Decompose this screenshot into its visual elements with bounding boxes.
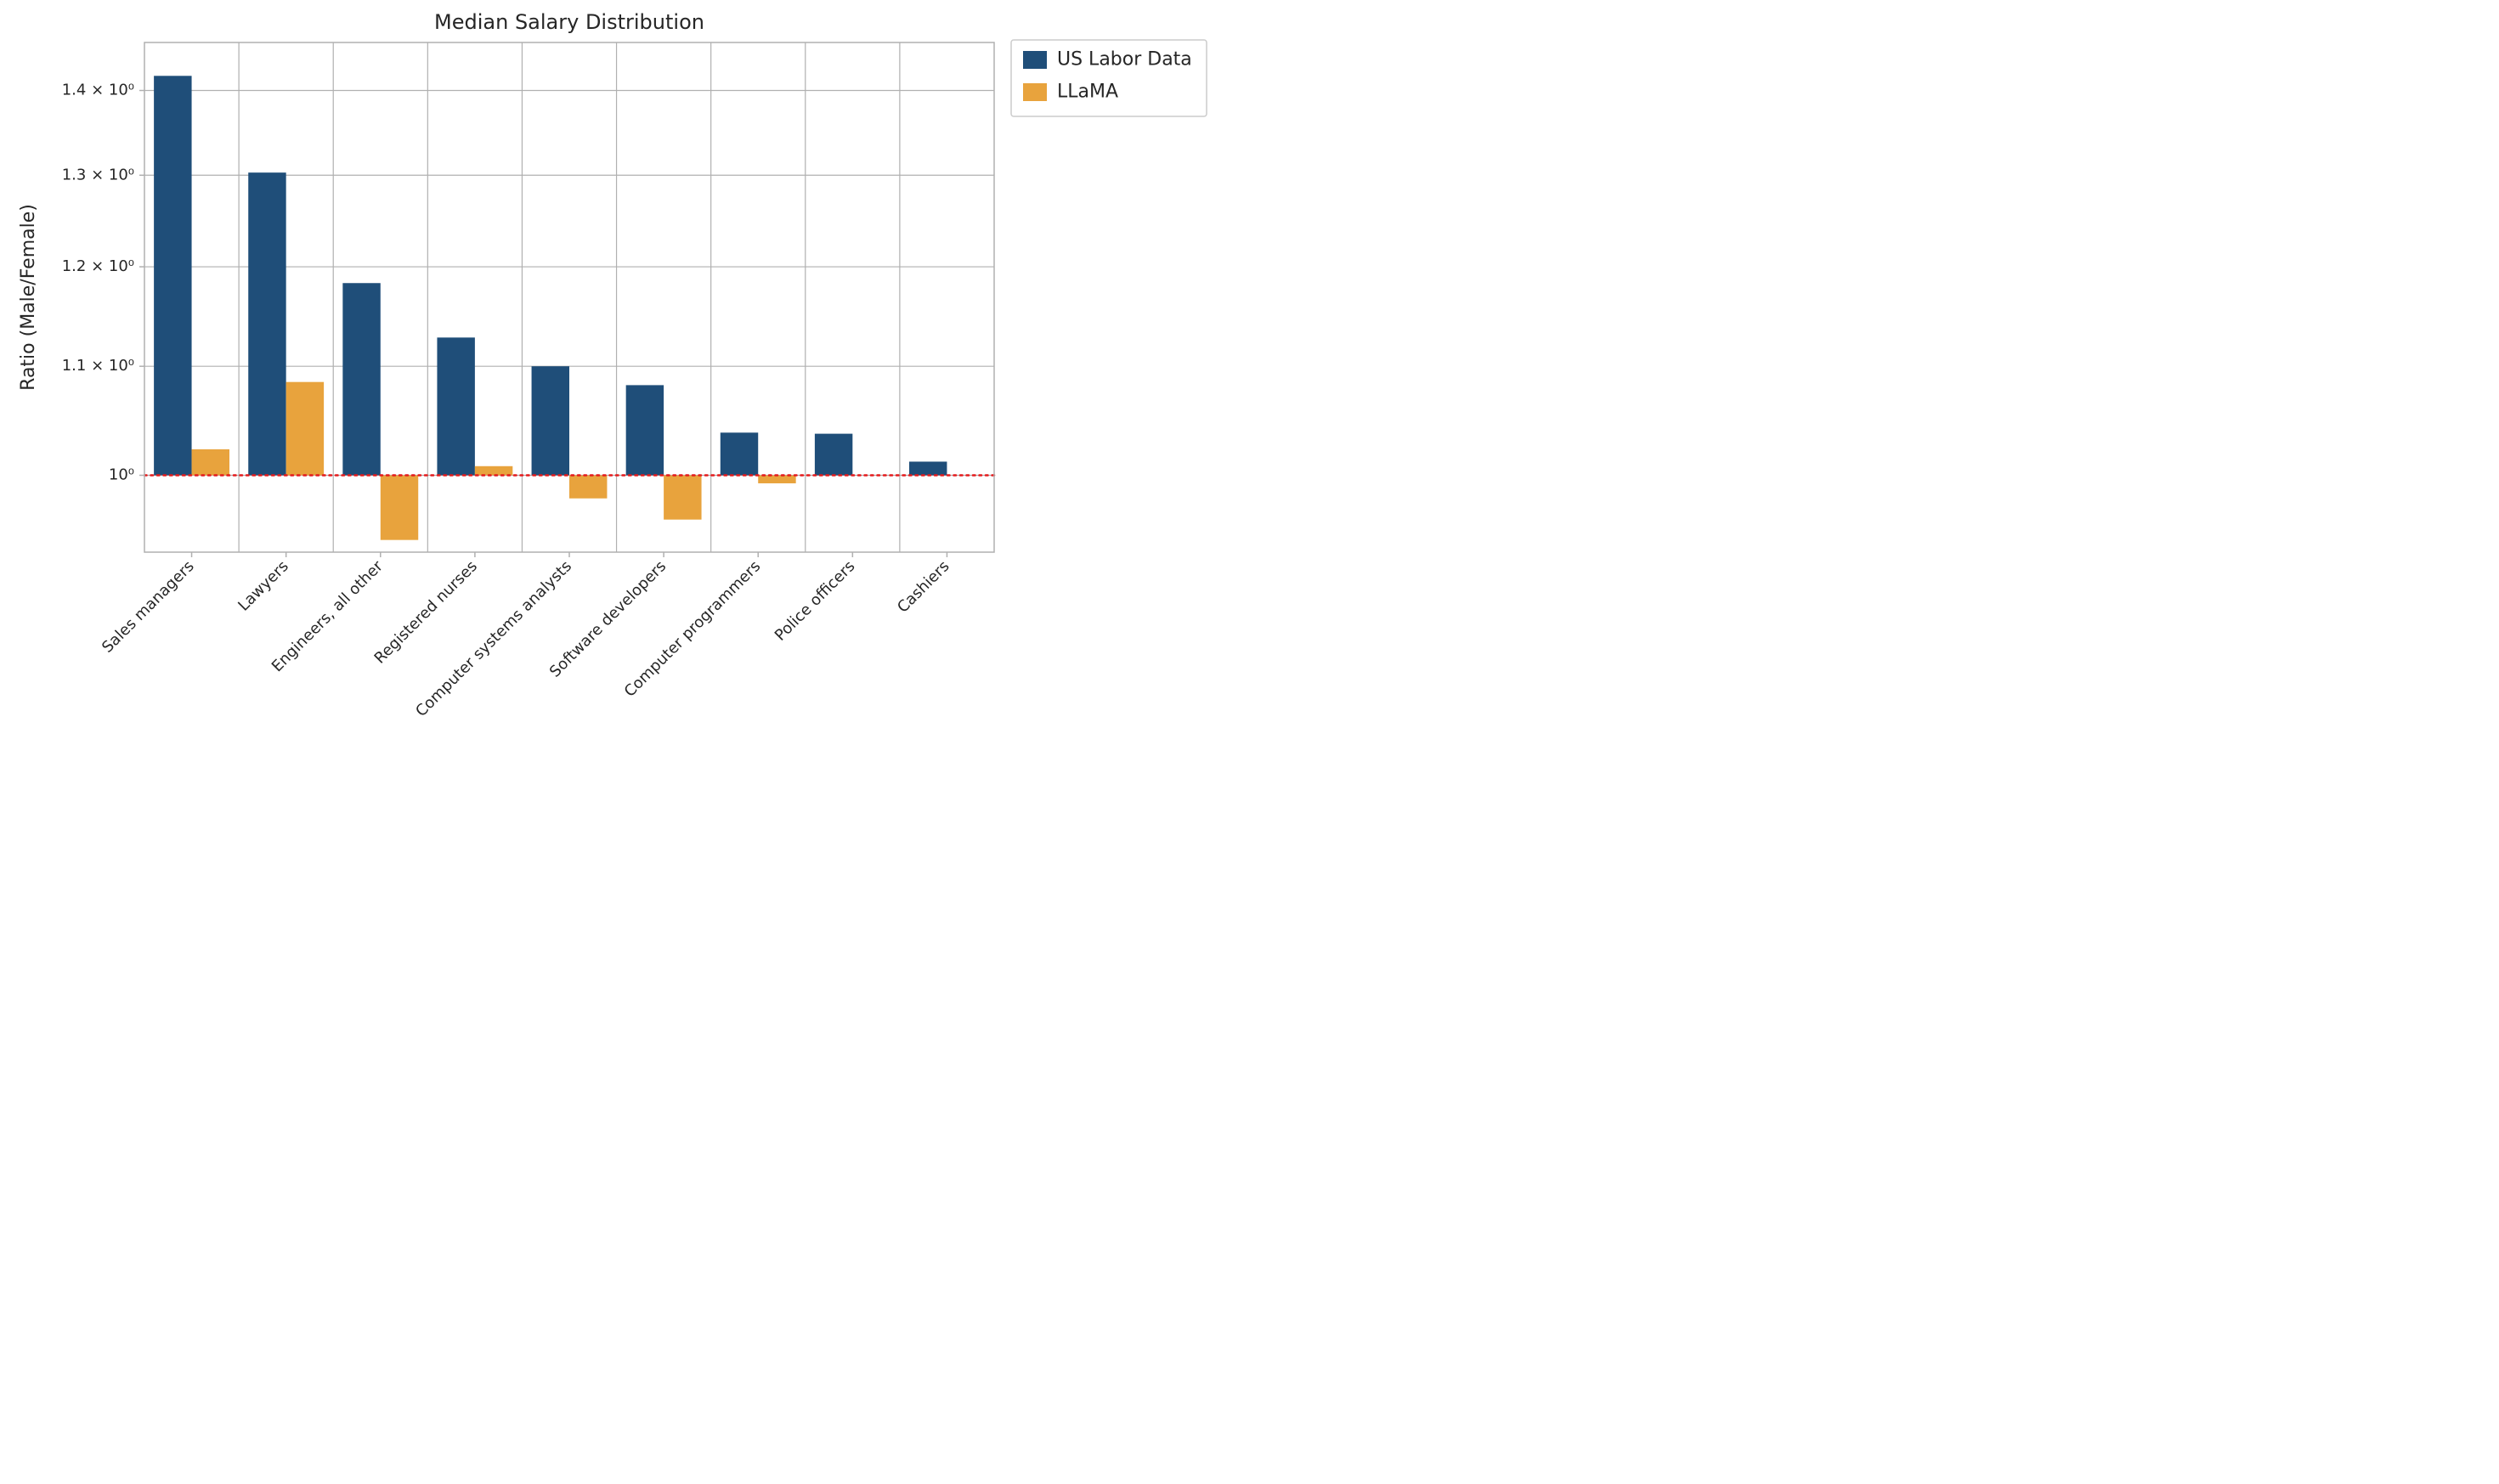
chart-container: 10⁰ 1.1 × 10⁰ 1.2 × 10⁰ 1.3 × 10⁰ 1.4 × 10⁰ S… [0, 0, 1249, 739]
bar [381, 476, 418, 540]
x-tick-label: Computer systems analysts [412, 557, 575, 720]
x-tick-label: Registered nurses [371, 557, 481, 667]
x-tick-label: Lawyers [235, 557, 291, 614]
bar [342, 283, 380, 475]
legend-label: US Labor Data [1057, 49, 1192, 71]
bar [721, 432, 758, 475]
bar [532, 366, 569, 475]
chart-svg: 10⁰ 1.1 × 10⁰ 1.2 × 10⁰ 1.3 × 10⁰ 1.4 × 10⁰ S… [0, 0, 1249, 739]
y-tick-label: 1.2 × 10⁰ [62, 257, 134, 275]
legend-swatch [1023, 83, 1047, 101]
bar [286, 382, 324, 476]
y-axis-label: Ratio (Male/Female) [18, 204, 39, 391]
y-tick-label: 1.3 × 10⁰ [62, 166, 134, 183]
bar [758, 476, 795, 483]
bar [248, 172, 286, 475]
bar [437, 337, 474, 475]
y-tick-label: 1.1 × 10⁰ [62, 357, 134, 375]
bar [909, 461, 947, 475]
bar [815, 434, 852, 476]
x-tick-label: Sales managers [99, 557, 198, 657]
legend-swatch [1023, 51, 1047, 69]
x-tick-label: Cashiers [894, 557, 953, 616]
chart-title: Median Salary Distribution [434, 10, 704, 34]
bar [626, 385, 664, 475]
x-tick-label: Police officers [772, 557, 859, 645]
legend-label: LLaMA [1057, 82, 1118, 103]
bar [569, 476, 607, 499]
bar [192, 449, 229, 476]
bar [154, 76, 191, 475]
bar [664, 476, 701, 520]
y-tick-label: 10⁰ [109, 466, 134, 484]
bar [475, 466, 512, 476]
y-tick-label: 1.4 × 10⁰ [62, 81, 134, 99]
